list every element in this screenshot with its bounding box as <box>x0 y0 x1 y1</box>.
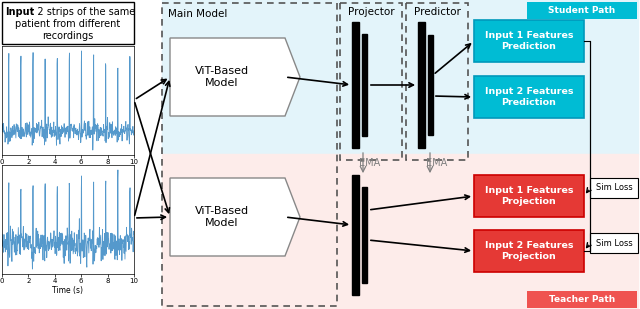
Text: Student Path: Student Path <box>548 6 616 15</box>
FancyBboxPatch shape <box>527 2 637 19</box>
Text: Sim Loss: Sim Loss <box>596 239 632 248</box>
Polygon shape <box>428 35 433 135</box>
Polygon shape <box>418 22 425 148</box>
FancyBboxPatch shape <box>474 230 584 272</box>
FancyBboxPatch shape <box>474 20 584 62</box>
FancyBboxPatch shape <box>590 178 638 198</box>
Text: EMA: EMA <box>360 158 381 168</box>
X-axis label: Time (s): Time (s) <box>52 167 83 176</box>
FancyBboxPatch shape <box>2 2 134 44</box>
Polygon shape <box>352 22 359 148</box>
Text: Input 1 Features
Prediction: Input 1 Features Prediction <box>484 31 573 51</box>
Text: Predictor: Predictor <box>413 7 460 17</box>
Text: Input 2 Features
Projection: Input 2 Features Projection <box>484 241 573 261</box>
Text: Input 2 Features
Prediction: Input 2 Features Prediction <box>484 87 573 107</box>
Text: Main Model: Main Model <box>168 9 227 19</box>
Polygon shape <box>352 175 359 295</box>
FancyBboxPatch shape <box>474 76 584 118</box>
Polygon shape <box>170 178 300 256</box>
Text: recordings: recordings <box>42 31 93 41</box>
Polygon shape <box>170 38 300 116</box>
FancyBboxPatch shape <box>527 291 637 308</box>
Text: Input 1 Features
Projection: Input 1 Features Projection <box>484 186 573 206</box>
Text: Projector: Projector <box>348 7 394 17</box>
Text: Teacher Path: Teacher Path <box>549 295 615 304</box>
Text: ViT-Based
Model: ViT-Based Model <box>195 66 249 88</box>
Text: : 2 strips of the same: : 2 strips of the same <box>31 7 135 17</box>
X-axis label: Time (s): Time (s) <box>52 286 83 294</box>
FancyBboxPatch shape <box>590 233 638 253</box>
FancyBboxPatch shape <box>474 175 584 217</box>
Text: ViT-Based
Model: ViT-Based Model <box>195 206 249 228</box>
Polygon shape <box>362 34 367 136</box>
Text: Sim Loss: Sim Loss <box>596 184 632 193</box>
Polygon shape <box>362 187 367 283</box>
Text: EMA: EMA <box>426 158 447 168</box>
Text: patient from different: patient from different <box>15 19 120 29</box>
Text: Input: Input <box>5 7 35 17</box>
